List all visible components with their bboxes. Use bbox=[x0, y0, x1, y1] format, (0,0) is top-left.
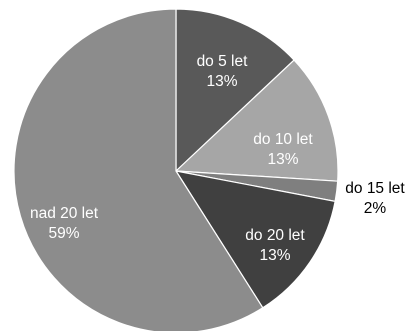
pie-slice-0 bbox=[175, 8, 295, 173]
slice-category-label: do 15 let bbox=[345, 180, 405, 197]
pie-slice-4 bbox=[13, 8, 264, 331]
slice-percent-label: 13% bbox=[206, 73, 237, 90]
slice-category-label: do 10 let bbox=[253, 131, 313, 148]
slice-category-label: do 20 let bbox=[245, 227, 305, 244]
slice-label-2: do 15 let 2% bbox=[345, 180, 405, 217]
slice-percent-label: 59% bbox=[48, 225, 79, 242]
slice-percent-label: 13% bbox=[267, 151, 298, 168]
slice-category-label: do 5 let bbox=[197, 53, 249, 70]
pie-slice-3 bbox=[174, 170, 336, 309]
pie-slices bbox=[13, 8, 339, 331]
pie-slice-1 bbox=[174, 59, 339, 182]
slice-label-1: do 10 let 13% bbox=[253, 131, 313, 168]
slice-label-0: do 5 let 13% bbox=[197, 53, 249, 90]
slice-percent-label: 2% bbox=[364, 200, 387, 217]
slice-label-4: nad 20 let 59% bbox=[30, 205, 99, 242]
slice-label-3: do 20 let 13% bbox=[245, 227, 305, 264]
slice-percent-label: 13% bbox=[259, 247, 290, 264]
slice-category-label: nad 20 let bbox=[30, 205, 99, 222]
pie-labels: do 5 let 13% do 10 let 13% do 15 let 2% do 20 … bbox=[30, 53, 405, 264]
